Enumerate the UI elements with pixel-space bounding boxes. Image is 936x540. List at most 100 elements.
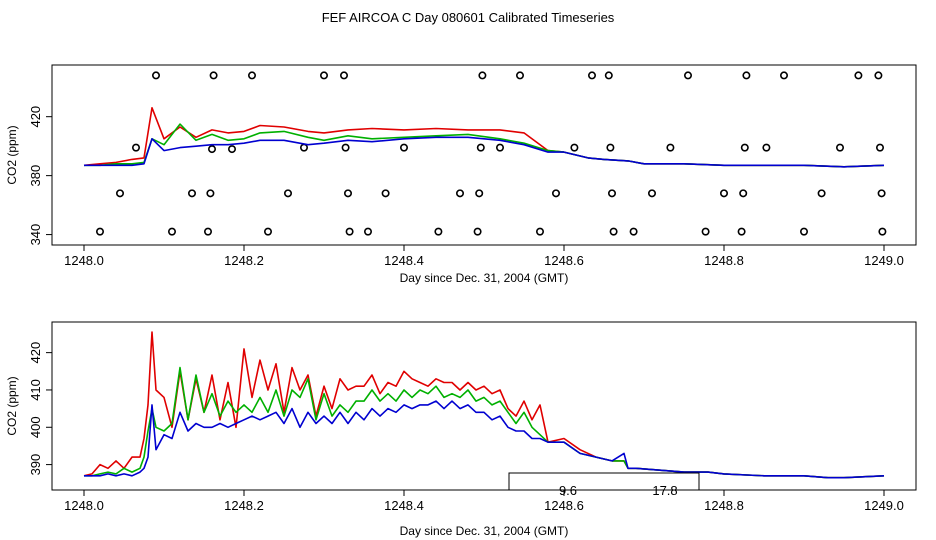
top-calibration-marker	[604, 71, 613, 80]
top-calibration-marker	[647, 189, 656, 198]
top-calibration-marker	[740, 143, 749, 152]
top-calibration-marker	[476, 143, 485, 152]
bottom-x-axis-label: Day since Dec. 31, 2004 (GMT)	[400, 524, 569, 538]
legend-label-2: 17.8	[652, 483, 677, 498]
top-calibration-marker	[701, 227, 710, 236]
top-calibration-marker	[878, 227, 887, 236]
top-y-axis: 340 380 420	[28, 106, 52, 246]
top-calibration-marker	[607, 189, 616, 198]
top-x-axis: 1248.0 1248.2 1248.4 1248.6 1248.8 1249.0	[64, 245, 904, 268]
top-x-axis-label: Day since Dec. 31, 2004 (GMT)	[400, 271, 569, 285]
bottom-x-tick-label: 1249.0	[864, 498, 904, 513]
top-markers	[96, 71, 887, 236]
top-calibration-marker	[515, 71, 524, 80]
top-y-tick-label: 340	[28, 224, 43, 246]
top-calibration-marker	[609, 227, 618, 236]
bottom-y-axis-label: CO2 (ppm)	[5, 376, 19, 435]
top-calibration-marker	[381, 189, 390, 198]
top-calibration-marker	[570, 143, 579, 152]
top-x-tick-label: 1248.6	[544, 253, 584, 268]
top-calibration-marker	[719, 189, 728, 198]
top-x-tick-label: 1249.0	[864, 253, 904, 268]
bottom-plot-frame	[51, 321, 917, 491]
top-calibration-marker	[283, 189, 292, 198]
top-calibration-marker	[343, 189, 352, 198]
top-calibration-marker	[339, 71, 348, 80]
bottom-x-tick-label: 1248.0	[64, 498, 104, 513]
top-calibration-marker	[835, 143, 844, 152]
bottom-series-red	[83, 331, 885, 479]
top-calibration-marker	[206, 189, 215, 198]
top-calibration-marker	[587, 71, 596, 80]
top-y-tick-label: 380	[28, 165, 43, 187]
top-calibration-marker	[204, 227, 213, 236]
bottom-legend: 9.6 17.8	[508, 472, 700, 498]
top-series-blue	[84, 136, 885, 168]
top-calibration-marker	[473, 227, 482, 236]
top-calibration-marker	[152, 71, 161, 80]
bottom-x-tick-label: 1248.8	[704, 498, 744, 513]
top-calibration-marker	[116, 189, 125, 198]
top-calibration-marker	[132, 143, 141, 152]
top-calibration-marker	[874, 71, 883, 80]
top-y-axis-label: CO2 (ppm)	[5, 125, 19, 184]
top-calibration-marker	[455, 189, 464, 198]
bottom-y-tick-label: 410	[28, 379, 43, 401]
legend-label-1: 9.6	[559, 483, 577, 498]
top-calibration-marker	[188, 189, 197, 198]
top-calibration-marker	[341, 143, 350, 152]
top-calibration-marker	[683, 71, 692, 80]
bottom-y-tick-label: 420	[28, 342, 43, 364]
top-calibration-marker	[495, 143, 504, 152]
top-calibration-marker	[854, 71, 863, 80]
top-calibration-marker	[399, 143, 408, 152]
top-calibration-marker	[478, 71, 487, 80]
top-panel: Day since Dec. 31, 2004 (GMT) CO2 (ppm) …	[5, 64, 917, 285]
top-calibration-marker	[666, 143, 675, 152]
bottom-series-green	[84, 366, 885, 479]
bottom-x-axis: 1248.0 1248.2 1248.4 1248.6 1248.8 1249.0	[64, 490, 904, 513]
top-calibration-marker	[345, 227, 354, 236]
top-calibration-marker	[551, 189, 560, 198]
top-calibration-marker	[299, 143, 308, 152]
top-y-tick-label: 420	[28, 106, 43, 128]
top-calibration-marker	[363, 227, 372, 236]
top-x-tick-label: 1248.4	[384, 253, 424, 268]
bottom-series-blue	[84, 400, 885, 479]
top-calibration-marker	[263, 227, 272, 236]
top-calibration-marker	[737, 227, 746, 236]
top-x-tick-label: 1248.0	[64, 253, 104, 268]
figure-title: FEF AIRCOA C Day 080601 Calibrated Times…	[322, 10, 615, 25]
bottom-y-axis: 390 400 410 420	[28, 342, 52, 476]
top-calibration-marker	[209, 71, 218, 80]
top-calibration-marker	[875, 143, 884, 152]
top-calibration-marker	[228, 145, 237, 154]
top-calibration-marker	[208, 145, 217, 154]
top-calibration-marker	[799, 227, 808, 236]
top-calibration-marker	[434, 227, 443, 236]
bottom-y-tick-label: 390	[28, 454, 43, 476]
top-x-tick-label: 1248.2	[224, 253, 264, 268]
top-plot-frame	[51, 64, 917, 246]
top-calibration-marker	[629, 227, 638, 236]
bottom-y-tick-label: 400	[28, 416, 43, 438]
top-calibration-marker	[248, 71, 257, 80]
legend-box	[508, 472, 700, 491]
top-calibration-marker	[168, 227, 177, 236]
bottom-series	[83, 331, 885, 479]
top-calibration-marker	[877, 189, 886, 198]
bottom-x-tick-label: 1248.6	[544, 498, 584, 513]
bottom-x-tick-label: 1248.4	[384, 498, 424, 513]
top-calibration-marker	[817, 189, 826, 198]
top-calibration-marker	[606, 143, 615, 152]
top-calibration-marker	[475, 189, 484, 198]
top-x-tick-label: 1248.8	[704, 253, 744, 268]
bottom-x-tick-label: 1248.2	[224, 498, 264, 513]
top-calibration-marker	[779, 71, 788, 80]
top-calibration-marker	[762, 143, 771, 152]
top-calibration-marker	[535, 227, 544, 236]
top-calibration-marker	[319, 71, 328, 80]
top-series	[83, 107, 885, 168]
top-calibration-marker	[739, 189, 748, 198]
